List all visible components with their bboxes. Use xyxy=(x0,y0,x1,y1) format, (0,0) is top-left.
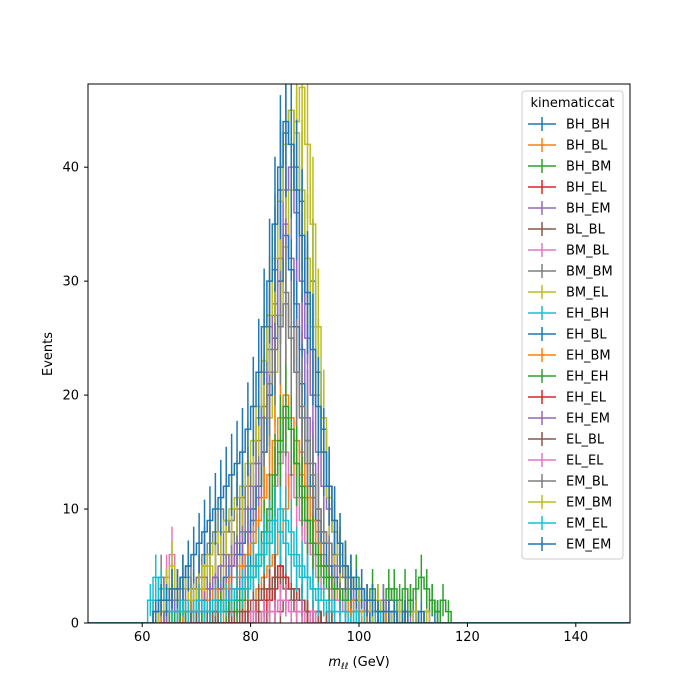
legend-label: BL_BL xyxy=(566,223,606,238)
legend-item-BM_BM: BM_BM xyxy=(528,264,613,280)
y-tick-label: 10 xyxy=(62,503,79,518)
x-axis-label: mℓℓ (GeV) xyxy=(328,655,389,672)
series-EL_EL xyxy=(88,584,630,623)
legend-item-BH_EM: BH_EM xyxy=(528,201,611,217)
legend-item-EM_EM: EM_EM xyxy=(528,537,611,553)
legend-label: EM_BM xyxy=(566,496,612,511)
x-tick-label: 120 xyxy=(455,630,480,645)
legend-label: BH_EL xyxy=(566,181,607,196)
legend-label: BM_BL xyxy=(566,244,610,259)
legend-item-BH_BM: BH_BM xyxy=(528,159,611,175)
legend-title: kinematiccat xyxy=(530,96,614,111)
legend-label: EL_EL xyxy=(566,454,604,469)
legend-item-EH_BH: EH_BH xyxy=(528,306,609,322)
legend-item-EL_EL: EL_EL xyxy=(528,453,604,469)
legend-label: EH_EM xyxy=(566,412,610,427)
legend-item-EM_EL: EM_EL xyxy=(528,516,608,532)
x-axis-label-main: m xyxy=(328,655,341,670)
y-axis-label: Events xyxy=(41,332,56,376)
x-axis-label-subscript: ℓℓ xyxy=(340,662,348,672)
legend-item-BL_BL: BL_BL xyxy=(528,222,606,238)
legend-label: BH_BL xyxy=(566,139,608,154)
step-line xyxy=(88,599,630,623)
legend-label: EH_BH xyxy=(566,307,609,322)
legend-item-EH_BL: EH_BL xyxy=(528,327,607,343)
legend-label: EH_BM xyxy=(566,349,611,364)
legend-label: BH_BM xyxy=(566,160,611,175)
legend-items: BH_BH BH_BL BH_BM BH_EL BH_EM BL_BL BM_BL BM_BM… xyxy=(528,117,613,553)
legend-item-BH_EL: BH_EL xyxy=(528,180,607,196)
legend: kinematiccat BH_BH BH_BL BH_BM BH_EL BH_EM BL… xyxy=(521,90,624,560)
series-layer xyxy=(88,84,630,623)
legend-label: BM_BM xyxy=(566,265,613,280)
legend-label: EM_BL xyxy=(566,475,609,490)
legend-label: EM_EM xyxy=(566,538,611,553)
y-axis-ticks: 0 10 20 30 40 xyxy=(62,161,88,632)
step-line xyxy=(88,519,630,623)
legend-item-EH_EL: EH_EL xyxy=(528,390,607,406)
x-axis-ticks: 60 80 100 120 140 xyxy=(134,623,588,645)
x-tick-label: 80 xyxy=(242,630,259,645)
legend-item-BM_EL: BM_EL xyxy=(528,285,609,301)
legend-label: BH_EM xyxy=(566,202,611,217)
y-tick-label: 40 xyxy=(62,161,79,176)
y-tick-label: 0 xyxy=(71,617,79,632)
legend-item-EH_BM: EH_BM xyxy=(528,348,611,364)
legend-label: EH_EH xyxy=(566,370,608,385)
step-line xyxy=(88,120,630,623)
x-tick-label: 100 xyxy=(347,630,372,645)
legend-label: EH_EL xyxy=(566,391,607,406)
legend-item-BM_BL: BM_BL xyxy=(528,243,610,259)
series-EM_EM xyxy=(88,84,630,623)
x-tick-label: 140 xyxy=(563,630,588,645)
x-tick-label: 60 xyxy=(134,630,151,645)
x-axis-label-unit: (GeV) xyxy=(348,655,389,670)
legend-label: BM_EL xyxy=(566,286,609,301)
step-line xyxy=(88,576,630,623)
legend-item-EM_BL: EM_BL xyxy=(528,474,609,490)
legend-item-EH_EH: EH_EH xyxy=(528,369,608,385)
legend-item-BH_BL: BH_BL xyxy=(528,138,608,154)
legend-label: EL_BL xyxy=(566,433,605,448)
legend-item-EM_BM: EM_BM xyxy=(528,495,612,511)
y-tick-label: 30 xyxy=(62,275,79,290)
legend-item-EH_EM: EH_EM xyxy=(528,411,610,427)
legend-label: BH_BH xyxy=(566,118,610,133)
series-EM_EL xyxy=(88,486,630,623)
legend-item-BH_BH: BH_BH xyxy=(528,117,610,133)
legend-item-EL_BL: EL_BL xyxy=(528,432,605,448)
y-tick-label: 20 xyxy=(62,389,79,404)
step-line xyxy=(88,565,630,623)
legend-label: EH_BL xyxy=(566,328,607,343)
legend-label: EM_EL xyxy=(566,517,608,532)
